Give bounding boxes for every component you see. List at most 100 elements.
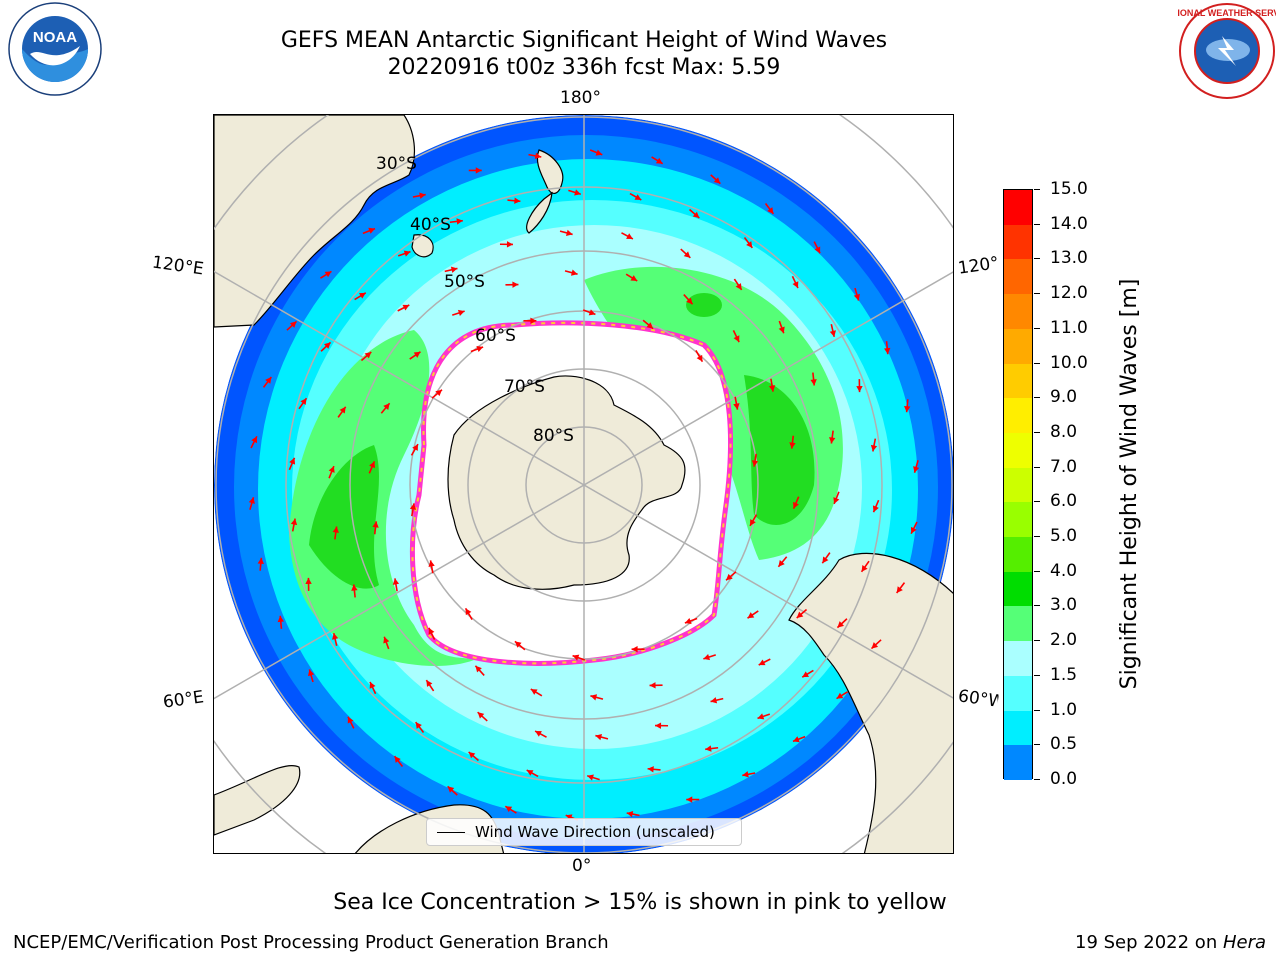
colorbar-tick-label: 8.0 xyxy=(1050,421,1078,442)
colorbar-tick xyxy=(1034,674,1040,676)
wave-arrow-head xyxy=(332,526,339,533)
wave-arrow-head xyxy=(861,565,868,572)
wave-arrow-head xyxy=(742,771,749,778)
wave-arrow-head xyxy=(506,241,513,248)
wave-arrow-head xyxy=(796,611,804,618)
wave-arrow-head xyxy=(595,734,603,741)
colorbar-segment xyxy=(1004,537,1032,573)
lat-label-70s: 70°S xyxy=(504,377,545,397)
svg-text:NATIONAL WEATHER SERVICE: NATIONAL WEATHER SERVICE xyxy=(1178,8,1276,18)
wave-arrow-head xyxy=(626,810,634,818)
colorbar-tick xyxy=(1034,744,1040,746)
colorbar-segment xyxy=(1004,675,1032,712)
colorbar-tick xyxy=(1034,640,1040,642)
wave-arrow-head xyxy=(351,584,358,591)
wave-arrow-head xyxy=(822,556,829,564)
footer-credit: NCEP/EMC/Verification Post Processing Pr… xyxy=(13,932,609,953)
wave-arrow-head xyxy=(802,671,810,678)
colorbar-tick-label: 13.0 xyxy=(1050,248,1088,269)
wave-arrow-head xyxy=(833,497,840,504)
svg-text:NOAA: NOAA xyxy=(33,29,77,46)
wave-arrow-head xyxy=(814,246,821,254)
wave-arrow-head xyxy=(684,617,692,624)
lat-label-50s: 50°S xyxy=(444,272,485,292)
wave-arrow-head xyxy=(746,241,753,248)
wave-arrow-head xyxy=(810,379,817,386)
colorbar-tick xyxy=(1034,501,1040,503)
wave-arrow-head xyxy=(257,557,264,565)
wave-arrow-head xyxy=(307,669,315,677)
wave-arrow-head xyxy=(626,233,633,239)
wave-arrow-head xyxy=(904,405,911,413)
wave-arrow-head xyxy=(634,194,642,200)
wave-arrow-head xyxy=(514,641,522,648)
colorbar-tick-label: 1.0 xyxy=(1050,699,1078,720)
colorbar-title: Significant Height of Wind Waves [m] xyxy=(1117,278,1142,690)
wave-arrow-head xyxy=(705,745,712,752)
colorbar-segment xyxy=(1004,606,1032,642)
colorbar-segment xyxy=(1004,328,1032,365)
colorbar-tick xyxy=(1034,223,1040,225)
wave-arrow-head xyxy=(853,293,861,301)
wave-arrow-head xyxy=(403,250,411,257)
wave-arrow-head xyxy=(530,317,537,325)
wave-arrow-head xyxy=(435,389,442,397)
wave-arrow-head xyxy=(324,271,332,278)
wave-arrow-head xyxy=(428,627,435,635)
colorbar-tick-label: 0.5 xyxy=(1050,734,1078,755)
colorbar-tick-label: 11.0 xyxy=(1050,317,1088,338)
wave-arrow-head xyxy=(358,292,366,299)
wave-arrow-head xyxy=(369,681,376,689)
antarctica-land xyxy=(447,375,686,590)
south-america-land xyxy=(788,552,953,853)
wave-arrow-head xyxy=(836,692,844,699)
wave-arrow-head xyxy=(683,251,691,258)
colorbar-tick xyxy=(1034,397,1040,399)
wave-arrow-head xyxy=(829,437,836,444)
colorbar-tick-label: 14.0 xyxy=(1050,213,1088,234)
wave-arrow-head xyxy=(588,309,596,316)
sea-ice-caption: Sea Ice Concentration > 15% is shown in … xyxy=(333,890,947,915)
colorbar-segment xyxy=(1004,259,1032,295)
wave-arrow-head xyxy=(402,304,410,311)
wave-arrow-head xyxy=(870,444,878,452)
wave-arrow-head xyxy=(655,722,662,729)
footer-date-text: 19 Sep 2022 on xyxy=(1075,932,1223,953)
colorbar-tick-label: 7.0 xyxy=(1050,456,1078,477)
colorbar-segment xyxy=(1004,571,1032,607)
wave-arrow-head xyxy=(710,697,718,704)
wave-arrow-head xyxy=(535,731,542,737)
colorbar-segment xyxy=(1004,363,1032,399)
wave-arrow-head xyxy=(655,157,663,164)
colorbar-tick-label: 12.0 xyxy=(1050,283,1088,304)
colorbar-segment xyxy=(1004,502,1032,538)
wave-arrow-head xyxy=(383,403,390,410)
lon-label-0: 0° xyxy=(572,856,592,876)
noaa-logo: NOAA xyxy=(8,2,102,100)
wave-arrow-head xyxy=(778,560,785,567)
wave-arrow-head xyxy=(856,386,863,393)
wave-arrow-head xyxy=(565,229,573,236)
wave-arrow-head xyxy=(364,352,372,359)
wave-arrow-head xyxy=(339,406,346,414)
colorbar-tick xyxy=(1034,431,1040,433)
colorbar-tick-label: 9.0 xyxy=(1050,387,1078,408)
wave-arrow-head xyxy=(872,505,879,513)
wave-arrow-head xyxy=(383,636,390,644)
wave-arrow-head xyxy=(347,716,354,724)
map-title: GEFS MEAN Antarctic Significant Height o… xyxy=(280,28,888,53)
colorbar-tick xyxy=(1034,466,1040,468)
wave-arrow-head xyxy=(369,461,376,469)
wave-arrow-head xyxy=(587,774,594,781)
wave-arrow-head xyxy=(686,796,693,803)
wave-arrow-head xyxy=(735,283,742,290)
lon-label-60w: 60°W xyxy=(956,686,1000,712)
wave-arrow-head xyxy=(324,342,331,349)
wave-arrow-head xyxy=(409,503,417,510)
colorbar-tick-label: 15.0 xyxy=(1050,179,1088,199)
colorbar-segment xyxy=(1004,432,1032,469)
wave-arrow-head xyxy=(426,680,433,687)
wave-arrow-head xyxy=(574,189,581,196)
polar-map-canvas: 30°S 40°S 50°S 60°S 70°S 80°S xyxy=(214,115,953,853)
colorbar-tick xyxy=(1034,709,1040,711)
